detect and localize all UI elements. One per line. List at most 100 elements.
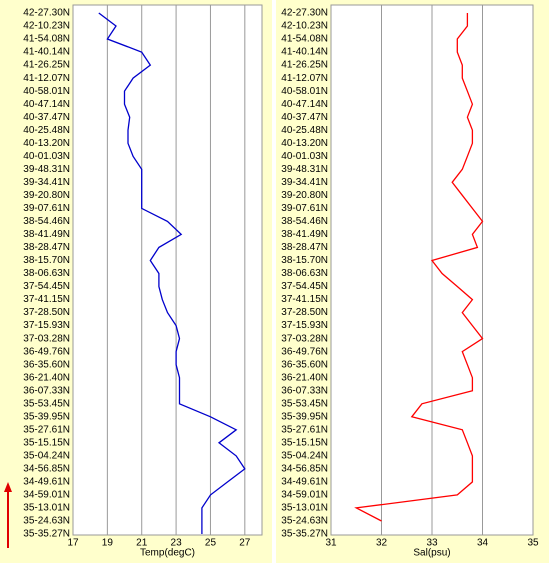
y-tick-label: 40-37.47N [281,112,328,123]
y-tick-label: 35-27.61N [281,424,328,435]
y-tick-label: 38-06.63N [23,268,70,279]
plot-area [72,4,263,536]
y-tick-label: 40-47.14N [23,99,70,110]
x-tick-label: 27 [239,538,251,549]
x-tick-label: 32 [376,538,388,549]
y-tick-label: 37-28.50N [23,307,70,318]
y-tick-label: 36-49.76N [281,346,328,357]
y-tick-label: 38-54.46N [23,216,70,227]
y-tick-label: 39-20.80N [281,190,328,201]
y-tick-label: 38-06.63N [281,268,328,279]
y-tick-label: 35-39.95N [23,411,70,422]
y-tick-label: 35-53.45N [281,398,328,409]
x-tick-label: 19 [102,538,114,549]
y-tick-label: 35-35.27N [281,529,328,540]
y-tick-label: 35-13.01N [23,503,70,514]
y-tick-label: 34-59.01N [281,490,328,501]
y-tick-label: 35-15.15N [23,437,70,448]
y-tick-label: 36-21.40N [281,372,328,383]
y-tick-label: 35-04.24N [281,450,328,461]
y-tick-label: 42-10.23N [23,21,70,32]
y-tick-label: 40-47.14N [281,99,328,110]
x-tick-label: 33 [426,538,438,549]
y-tick-label: 35-35.27N [23,529,70,540]
y-tick-label: 36-07.33N [23,385,70,396]
y-tick-label: 40-37.47N [23,112,70,123]
y-tick-label: 34-49.61N [23,477,70,488]
y-tick-label: 39-48.31N [281,164,328,175]
y-tick-label: 38-28.47N [281,242,328,253]
arrow-head [4,482,12,492]
y-tick-label: 41-54.08N [23,34,70,45]
y-tick-label: 35-27.61N [23,424,70,435]
y-tick-label: 35-24.63N [281,516,328,527]
y-tick-label: 37-03.28N [281,333,328,344]
y-tick-label: 41-40.14N [23,47,70,58]
x-tick-label: 21 [136,538,148,549]
y-tick-label: 39-07.61N [281,203,328,214]
y-tick-label: 36-35.60N [281,359,328,370]
y-tick-label: 36-21.40N [23,372,70,383]
y-tick-label: 37-54.45N [23,281,70,292]
y-tick-label: 39-34.41N [281,177,328,188]
y-tick-label: 40-58.01N [281,86,328,97]
y-tick-label: 37-15.93N [281,320,328,331]
y-tick-label: 35-39.95N [281,411,328,422]
x-axis-label: Temp(degC) [140,548,195,559]
y-tick-label: 40-01.03N [281,151,328,162]
y-tick-label: 40-58.01N [23,86,70,97]
y-tick-label: 35-04.24N [23,450,70,461]
y-tick-label: 40-25.48N [23,125,70,136]
y-tick-label: 34-56.85N [23,464,70,475]
y-tick-label: 37-54.45N [281,281,328,292]
x-tick-label: 23 [171,538,183,549]
y-tick-label: 38-28.47N [23,242,70,253]
y-tick-label: 42-27.30N [281,8,328,19]
y-tick-label: 38-15.70N [281,255,328,266]
x-tick-label: 35 [527,538,539,549]
y-tick-label: 41-26.25N [23,60,70,71]
y-tick-label: 38-54.46N [281,216,328,227]
y-tick-label: 36-35.60N [23,359,70,370]
y-tick-label: 38-15.70N [23,255,70,266]
x-tick-label: 31 [325,538,337,549]
x-tick-label: 17 [67,538,79,549]
y-tick-label: 41-26.25N [281,60,328,71]
y-tick-label: 35-13.01N [281,503,328,514]
y-tick-label: 37-28.50N [281,307,328,318]
x-tick-label: 25 [205,538,217,549]
y-tick-label: 35-24.63N [23,516,70,527]
y-tick-label: 38-41.49N [281,229,328,240]
y-tick-label: 42-27.30N [23,8,70,19]
y-tick-label: 40-13.20N [23,138,70,149]
y-tick-label: 41-12.07N [23,73,70,84]
y-tick-label: 35-15.15N [281,437,328,448]
y-tick-label: 39-07.61N [23,203,70,214]
y-tick-label: 37-41.15N [23,294,70,305]
y-tick-label: 36-49.76N [23,346,70,357]
y-tick-label: 34-49.61N [281,477,328,488]
y-tick-label: 41-40.14N [281,47,328,58]
y-tick-label: 36-07.33N [281,385,328,396]
data-line [98,12,246,534]
y-tick-label: 37-15.93N [23,320,70,331]
y-tick-label: 39-20.80N [23,190,70,201]
y-tick-label: 40-13.20N [281,138,328,149]
data-line [354,13,484,522]
y-tick-label: 39-48.31N [23,164,70,175]
y-tick-label: 34-59.01N [23,490,70,501]
y-tick-label: 38-41.49N [23,229,70,240]
y-tick-label: 39-34.41N [23,177,70,188]
x-axis-label: Sal(psu) [413,548,450,559]
y-tick-label: 34-56.85N [281,464,328,475]
y-tick-label: 37-03.28N [23,333,70,344]
y-tick-label: 37-41.15N [281,294,328,305]
y-tick-label: 41-54.08N [281,34,328,45]
y-tick-label: 40-25.48N [281,125,328,136]
y-tick-label: 35-53.45N [23,398,70,409]
x-tick-label: 34 [477,538,489,549]
y-tick-label: 42-10.23N [281,21,328,32]
y-tick-label: 41-12.07N [281,73,328,84]
